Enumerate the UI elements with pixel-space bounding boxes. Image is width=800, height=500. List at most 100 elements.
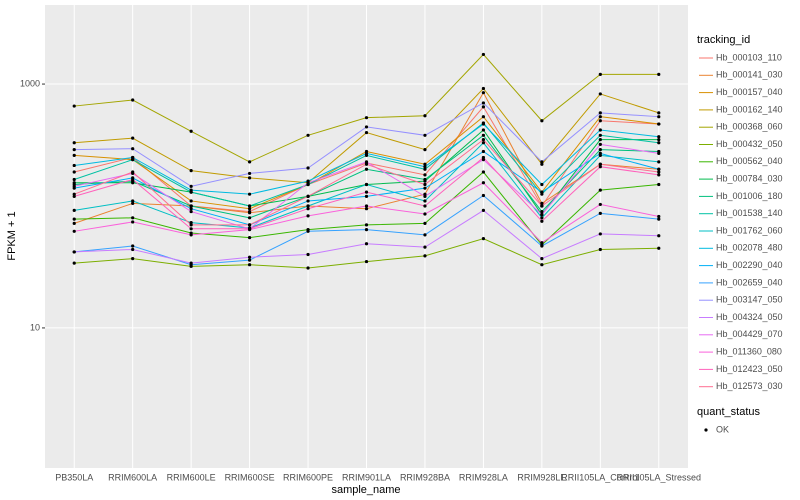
data-point — [481, 237, 486, 241]
data-point — [598, 148, 602, 152]
legend-label: Hb_000368_060 — [716, 122, 783, 132]
data-point — [364, 190, 369, 194]
data-point — [657, 151, 661, 155]
data-point — [247, 204, 252, 208]
data-point — [540, 219, 544, 223]
data-point — [72, 221, 76, 225]
status-legend-title: quant_status — [697, 406, 760, 418]
data-point — [423, 221, 427, 225]
legend-label: Hb_000141_030 — [716, 70, 783, 80]
data-point — [72, 229, 76, 233]
data-point — [540, 119, 544, 123]
data-point — [540, 241, 544, 245]
data-point — [423, 233, 427, 237]
legend-label: Hb_002290_040 — [716, 260, 783, 270]
data-point — [540, 216, 544, 220]
data-point — [364, 151, 369, 155]
data-point — [540, 190, 544, 194]
data-point — [306, 204, 310, 208]
legend-label: Hb_003147_050 — [716, 295, 783, 305]
data-point — [540, 201, 544, 206]
data-point — [306, 133, 310, 137]
data-point — [598, 202, 602, 207]
y-tick-label: 10 — [30, 322, 40, 332]
legend-label: Hb_000784_030 — [716, 173, 783, 183]
legend-title: tracking_id — [697, 34, 750, 46]
data-point — [364, 125, 369, 129]
x-tick-label: RRII105LA_Control — [561, 472, 639, 482]
legend-label: Hb_000103_110 — [716, 52, 782, 62]
x-tick-label: RRIM928LE — [517, 472, 566, 482]
data-point — [481, 133, 486, 137]
data-point — [189, 209, 193, 214]
data-point — [72, 261, 76, 265]
legend-label: Hb_000562_040 — [716, 156, 783, 166]
data-point — [657, 246, 661, 250]
data-point — [423, 186, 427, 190]
data-point — [72, 250, 76, 254]
data-point — [657, 173, 661, 177]
data-point — [131, 247, 135, 252]
data-point — [481, 141, 486, 145]
data-point — [72, 104, 76, 108]
data-point — [598, 115, 602, 119]
data-point — [131, 177, 135, 182]
y-tick-label: 1000 — [20, 78, 40, 88]
data-point — [540, 244, 544, 248]
data-point — [598, 128, 602, 132]
legend-label: Hb_004429_070 — [716, 329, 783, 339]
legend-label: Hb_001006_180 — [716, 191, 783, 201]
data-point — [72, 170, 76, 174]
data-point — [481, 101, 486, 105]
data-point — [657, 160, 661, 164]
data-point — [247, 263, 252, 267]
data-point — [423, 194, 427, 198]
data-point — [306, 229, 310, 233]
data-point — [423, 114, 427, 118]
data-point — [598, 151, 602, 155]
data-point — [189, 199, 193, 203]
data-point — [598, 138, 602, 142]
data-point — [247, 211, 252, 215]
data-point — [423, 199, 427, 203]
data-point — [657, 111, 661, 115]
data-point — [364, 194, 369, 198]
data-point — [364, 204, 369, 208]
legend-label: Hb_012573_030 — [716, 381, 783, 391]
data-point — [540, 263, 544, 267]
data-point — [423, 177, 427, 182]
data-point — [189, 221, 193, 225]
data-point — [189, 207, 193, 211]
data-point — [540, 162, 544, 166]
data-point — [306, 207, 310, 211]
legend-label: Hb_002659_040 — [716, 277, 783, 287]
data-point — [598, 162, 602, 166]
data-point — [247, 216, 252, 220]
data-point — [598, 165, 602, 169]
data-point — [481, 138, 486, 142]
data-point — [423, 133, 427, 137]
data-point — [423, 167, 427, 171]
x-tick-label: PB350LA — [55, 472, 93, 482]
data-point — [364, 223, 369, 227]
data-point — [540, 209, 544, 214]
data-point — [423, 212, 427, 216]
data-point — [247, 258, 252, 262]
data-point — [306, 252, 310, 257]
data-point — [72, 184, 76, 188]
data-point — [540, 257, 544, 261]
data-point — [481, 155, 486, 160]
data-point — [247, 255, 252, 259]
x-tick-label: RRIM600SE — [225, 472, 275, 482]
data-point — [657, 141, 661, 145]
data-point — [247, 160, 252, 164]
data-point — [364, 162, 369, 166]
legend-label: Hb_000432_050 — [716, 139, 783, 149]
data-point — [364, 207, 369, 211]
data-point — [131, 98, 135, 102]
data-point — [72, 192, 76, 196]
data-point — [247, 227, 252, 231]
data-point — [306, 199, 310, 203]
x-tick-label: RRII105LA_Stressed — [616, 472, 701, 482]
data-point — [189, 233, 193, 237]
